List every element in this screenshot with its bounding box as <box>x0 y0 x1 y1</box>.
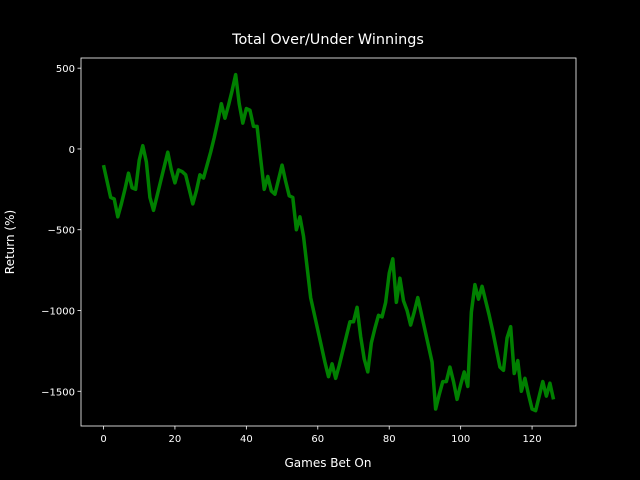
data-line <box>101 72 556 413</box>
y-axis-label: Return (%) <box>3 210 17 274</box>
chart-title: Total Over/Under Winnings <box>231 32 424 48</box>
x-tick-label: 60 <box>311 434 324 445</box>
y-tick-label: −1500 <box>41 387 75 398</box>
x-tick-label: 0 <box>100 434 106 445</box>
x-tick-label: 120 <box>523 434 542 445</box>
x-tick-label: 40 <box>240 434 253 445</box>
plot-frame <box>80 57 577 427</box>
y-tick-label: 0 <box>69 145 75 156</box>
y-tick-label: −500 <box>48 226 75 237</box>
y-tick-label: −1000 <box>41 306 75 317</box>
x-axis-label: Games Bet On <box>285 456 372 470</box>
x-tick-label: 80 <box>383 434 396 445</box>
x-tick-label: 20 <box>169 434 182 445</box>
y-tick-label: 500 <box>56 64 75 75</box>
x-tick-label: 100 <box>451 434 470 445</box>
